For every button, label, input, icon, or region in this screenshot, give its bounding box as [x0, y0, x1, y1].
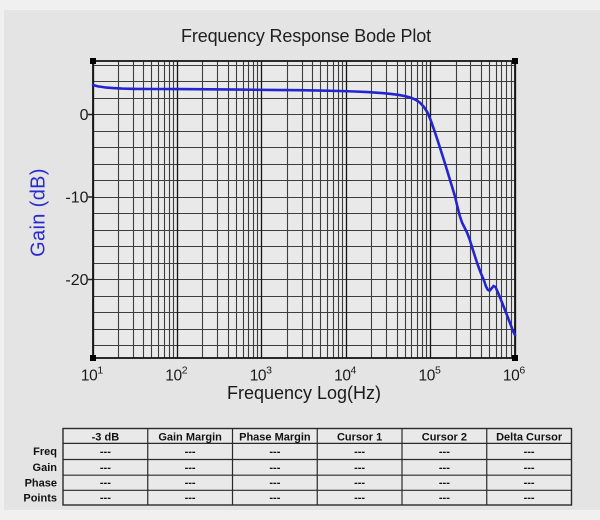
- svg-text:-20: -20: [65, 272, 88, 289]
- svg-text:---: ---: [524, 477, 535, 489]
- svg-text:Gain Margin: Gain Margin: [158, 432, 222, 444]
- svg-text:---: ---: [185, 462, 196, 474]
- svg-text:---: ---: [354, 477, 365, 489]
- svg-text:Freq: Freq: [33, 446, 57, 458]
- svg-text:---: ---: [269, 462, 280, 474]
- svg-text:---: ---: [354, 492, 365, 504]
- svg-text:---: ---: [185, 492, 196, 504]
- svg-text:Gain: Gain: [33, 462, 58, 474]
- svg-text:---: ---: [100, 446, 111, 458]
- svg-text:Cursor 2: Cursor 2: [422, 432, 467, 444]
- svg-text:-10: -10: [65, 190, 88, 207]
- svg-text:---: ---: [269, 446, 280, 458]
- svg-text:0: 0: [80, 107, 89, 124]
- svg-text:-3 dB: -3 dB: [92, 432, 120, 444]
- svg-text:---: ---: [185, 477, 196, 489]
- svg-text:Phase: Phase: [25, 478, 57, 490]
- svg-text:---: ---: [100, 477, 111, 489]
- svg-text:---: ---: [100, 492, 111, 504]
- svg-text:---: ---: [524, 446, 535, 458]
- svg-text:---: ---: [524, 492, 535, 504]
- svg-text:---: ---: [439, 462, 450, 474]
- svg-text:---: ---: [269, 492, 280, 504]
- svg-text:Phase Margin: Phase Margin: [239, 432, 311, 444]
- svg-text:---: ---: [439, 477, 450, 489]
- svg-text:---: ---: [100, 462, 111, 474]
- svg-text:---: ---: [439, 446, 450, 458]
- svg-text:Delta Cursor: Delta Cursor: [496, 432, 563, 444]
- svg-text:---: ---: [185, 446, 196, 458]
- svg-text:Cursor 1: Cursor 1: [337, 432, 382, 444]
- svg-text:---: ---: [524, 462, 535, 474]
- svg-text:Points: Points: [23, 492, 57, 504]
- svg-text:---: ---: [354, 446, 365, 458]
- svg-text:---: ---: [269, 477, 280, 489]
- svg-text:---: ---: [354, 462, 365, 474]
- svg-text:---: ---: [439, 492, 450, 504]
